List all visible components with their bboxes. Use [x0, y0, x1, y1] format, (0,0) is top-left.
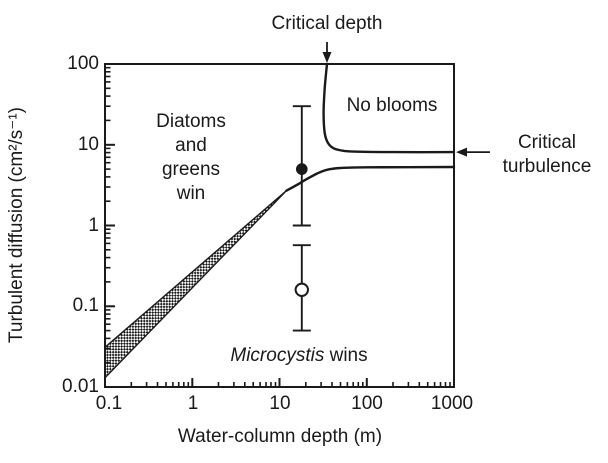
microcystis-italic-text: Microcystis	[230, 345, 325, 366]
diatoms-line-1: Diatoms	[156, 111, 226, 132]
x-tick-label-1: 1	[187, 393, 199, 414]
region-label-microcystis-wins: Microcystis wins	[230, 345, 367, 367]
diatoms-line-2: and	[175, 135, 207, 156]
open-circle-marker	[294, 282, 309, 297]
y-tick-label-0p01: 0.01	[62, 376, 99, 397]
y-ticks	[105, 63, 115, 388]
y-tick-label-0p1: 0.1	[72, 295, 99, 316]
x-tick-label-1000: 1000	[430, 393, 474, 414]
region-label-diatoms-greens-win: Diatoms and greens win	[156, 110, 226, 206]
x-tick-label-10: 10	[269, 393, 291, 414]
y-tick-label-10: 10	[77, 134, 99, 155]
x-axis-title: Water-column depth (m)	[177, 426, 383, 447]
critical-turbulence-arrow	[456, 147, 490, 157]
critical-turbulence-line-1: Critical	[517, 132, 577, 153]
filled-circle-marker	[296, 163, 308, 175]
x-tick-label-0p1: 0.1	[95, 393, 123, 414]
critical-depth-arrow	[322, 42, 332, 63]
data-markers	[294, 163, 309, 297]
region-label-no-blooms: No blooms	[346, 95, 438, 116]
x-ticks	[104, 378, 455, 387]
microcystis-wins-text: wins	[324, 345, 368, 366]
critical-depth-curve	[322, 62, 456, 154]
annotation-critical-depth: Critical depth	[271, 13, 383, 34]
microcystis-boundary-curve	[285, 165, 456, 192]
y-tick-label-1: 1	[88, 215, 99, 236]
annotation-critical-turbulence: Critical turbulence	[503, 131, 592, 179]
diatoms-line-4: win	[176, 183, 206, 204]
critical-turbulence-line-2: turbulence	[502, 156, 592, 177]
x-tick-label-100: 100	[351, 393, 383, 414]
diatoms-line-3: greens	[161, 159, 221, 180]
y-tick-label-100: 100	[67, 53, 99, 74]
y-axis-title: Turbulent diffusion (cm²/s⁻¹)	[6, 107, 27, 343]
